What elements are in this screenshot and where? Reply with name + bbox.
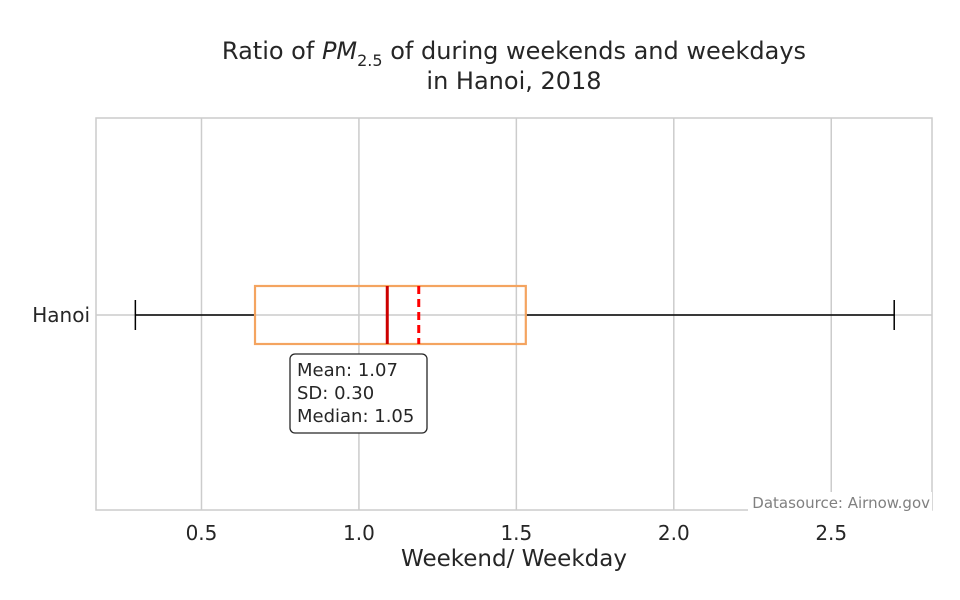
x-tick-label: 1.0	[343, 521, 375, 545]
category-label: Hanoi	[32, 303, 90, 327]
plot-frame	[95, 117, 933, 511]
box-group	[134, 284, 895, 346]
stats-box-frame	[289, 353, 428, 434]
box-iqr	[253, 284, 527, 346]
chart-title-line-1: Ratio of PM2.5 of during weekends and we…	[222, 37, 806, 70]
source-note: Datasource: Airnow.gov	[752, 494, 930, 512]
x-tick-label: 0.5	[186, 521, 218, 545]
stats-annotation: Mean: 1.07 SD: 0.30 Median: 1.05	[289, 353, 428, 434]
x-tick-label: 2.0	[658, 521, 690, 545]
source-background	[748, 492, 932, 514]
x-tick-labels: 0.5 1.0 1.5 2.0 2.5	[186, 521, 848, 545]
x-axis-label: Weekend/ Weekday	[401, 546, 627, 572]
chart-title-line-2: in Hanoi, 2018	[426, 67, 601, 95]
stats-median: Median: 1.05	[297, 406, 414, 427]
x-tick-label: 1.5	[500, 521, 532, 545]
stats-mean: Mean: 1.07	[297, 360, 398, 381]
grid-lines	[96, 118, 932, 510]
y-tick-labels: Hanoi	[32, 303, 90, 327]
x-tick-label: 2.5	[815, 521, 847, 545]
stats-sd: SD: 0.30	[297, 383, 374, 404]
